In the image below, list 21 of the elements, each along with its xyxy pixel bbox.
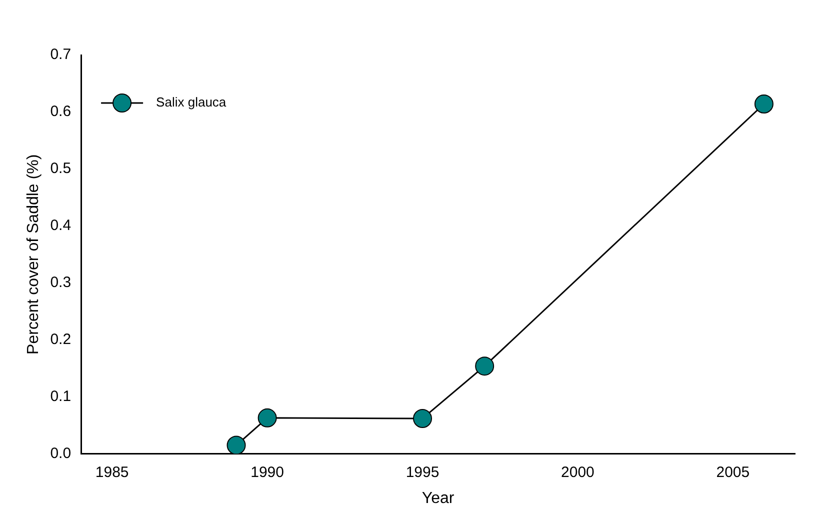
x-tick-label: 1990	[250, 464, 284, 481]
y-tick-label: 0.6	[50, 103, 72, 120]
x-tick-label: 1995	[406, 464, 440, 481]
y-tick-label: 0.0	[50, 444, 72, 462]
x-tick-label: 2005	[716, 464, 750, 481]
point	[226, 436, 246, 454]
y-tick-label: 0.7	[50, 46, 72, 64]
point	[754, 94, 774, 114]
x-tick-label: 2000	[561, 464, 594, 481]
point	[413, 408, 432, 428]
x-tick-label: 1985	[95, 464, 129, 481]
y-tick-label: 0.2	[50, 331, 72, 348]
point	[258, 408, 277, 428]
y-axis-title: Percent cover of Saddle (%)	[25, 154, 42, 354]
x-axis-title: Year	[422, 490, 455, 507]
y-tick-label: 0.5	[50, 160, 72, 178]
y-tick-label: 0.1	[50, 388, 72, 405]
y-tick-label: 0.4	[50, 217, 72, 234]
legend-label: Salix glauca	[156, 94, 227, 110]
point	[475, 356, 494, 376]
y-tick-label: 0.3	[50, 274, 72, 292]
